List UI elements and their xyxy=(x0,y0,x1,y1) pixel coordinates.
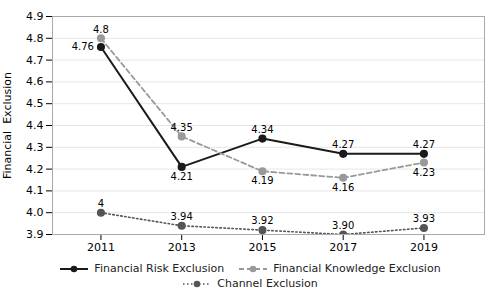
svg-text:4.2: 4.2 xyxy=(26,163,44,176)
svg-text:2011: 2011 xyxy=(87,241,115,254)
svg-text:4.6: 4.6 xyxy=(26,75,44,88)
svg-text:3.92: 3.92 xyxy=(251,215,273,226)
html-text:Financial Risk Exclusion: Financial Risk Exclusion xyxy=(94,262,225,275)
svg-text:2015: 2015 xyxy=(248,241,276,254)
svg-text:3.94: 3.94 xyxy=(171,211,193,222)
svg-text:4.0: 4.0 xyxy=(26,206,44,219)
svg-text:Financial Exclusion: Financial Exclusion xyxy=(1,72,14,179)
svg-text:4.16: 4.16 xyxy=(332,182,354,193)
svg-text:4.21: 4.21 xyxy=(171,171,193,182)
svg-text:4.23: 4.23 xyxy=(413,167,435,178)
svg-text:4.8: 4.8 xyxy=(93,24,109,35)
svg-text:4.27: 4.27 xyxy=(413,139,435,150)
svg-text:4.4: 4.4 xyxy=(26,119,44,132)
svg-text:3.9: 3.9 xyxy=(26,228,44,241)
svg-text:4.35: 4.35 xyxy=(171,122,193,133)
svg-text:2017: 2017 xyxy=(329,241,357,254)
svg-text:4.5: 4.5 xyxy=(26,97,44,110)
svg-text:4.3: 4.3 xyxy=(26,141,44,154)
svg-text:4.27: 4.27 xyxy=(332,139,354,150)
svg-text:4.19: 4.19 xyxy=(251,175,273,186)
svg-text:4.76: 4.76 xyxy=(72,41,94,52)
svg-text:4.7: 4.7 xyxy=(26,54,44,67)
svg-text:2019: 2019 xyxy=(410,241,438,254)
svg-text:4.34: 4.34 xyxy=(251,124,273,135)
svg-text:4.8: 4.8 xyxy=(26,32,44,45)
svg-text:3.93: 3.93 xyxy=(413,213,435,224)
html-text:Channel Exclusion: Channel Exclusion xyxy=(217,277,318,290)
svg-text:4.1: 4.1 xyxy=(26,184,44,197)
html-text:Financial Knowledge Exclusion: Financial Knowledge Exclusion xyxy=(273,262,441,275)
svg-text:2013: 2013 xyxy=(168,241,196,254)
svg-text:4.9: 4.9 xyxy=(26,10,44,23)
svg-text:4: 4 xyxy=(98,198,104,209)
svg-text:3.90: 3.90 xyxy=(332,220,354,231)
